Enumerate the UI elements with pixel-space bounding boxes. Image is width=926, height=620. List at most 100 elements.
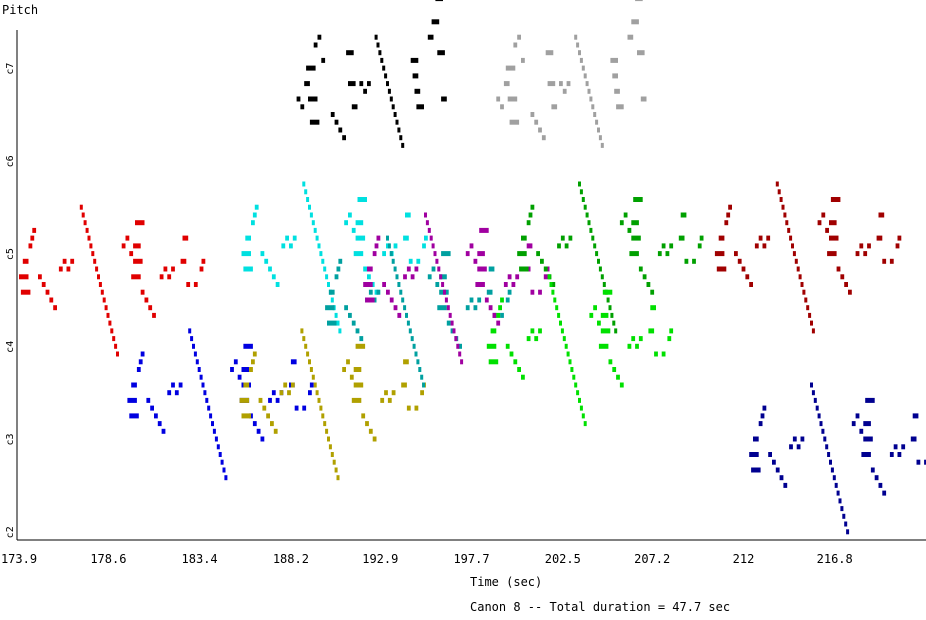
note-mark xyxy=(521,235,527,241)
note-mark xyxy=(503,81,510,87)
note-mark xyxy=(249,367,253,372)
x-tick-label: 197.7 xyxy=(453,552,489,566)
note-mark xyxy=(821,212,826,218)
note-mark xyxy=(357,197,367,202)
note-mark xyxy=(233,359,238,365)
note-marks xyxy=(19,0,926,535)
note-mark xyxy=(654,351,658,357)
note-mark xyxy=(422,243,426,249)
note-mark xyxy=(836,266,841,272)
note-mark xyxy=(133,243,141,249)
note-mark xyxy=(517,34,521,40)
note-mark xyxy=(916,459,921,465)
note-mark xyxy=(783,482,788,488)
note-mark xyxy=(469,297,474,303)
note-mark xyxy=(190,336,194,342)
note-mark xyxy=(197,367,201,372)
note-mark xyxy=(222,467,226,473)
note-mark xyxy=(19,274,29,280)
note-mark xyxy=(317,397,321,403)
note-mark xyxy=(275,397,280,403)
note-mark xyxy=(367,274,371,280)
note-mark xyxy=(38,274,42,280)
note-mark xyxy=(808,312,812,318)
note-mark xyxy=(505,297,510,303)
note-mark xyxy=(477,297,482,303)
note-mark xyxy=(526,336,531,342)
note-mark xyxy=(275,282,280,287)
note-mark xyxy=(112,336,116,342)
note-mark xyxy=(211,421,214,427)
note-mark xyxy=(635,0,643,2)
note-mark xyxy=(538,328,542,334)
note-mark xyxy=(363,88,367,94)
note-mark xyxy=(427,34,434,40)
note-mark xyxy=(391,258,395,264)
note-mark xyxy=(148,305,153,311)
note-mark xyxy=(490,328,497,334)
note-mark xyxy=(840,506,844,512)
note-mark xyxy=(602,289,613,295)
note-mark xyxy=(294,405,299,411)
y-axis-label: Pitch xyxy=(2,3,38,17)
note-mark xyxy=(699,235,704,241)
note-mark xyxy=(376,289,381,295)
note-mark xyxy=(637,50,645,56)
note-mark xyxy=(844,282,848,287)
note-mark xyxy=(410,274,415,280)
note-mark xyxy=(387,88,391,94)
note-mark xyxy=(543,274,548,280)
note-mark xyxy=(367,266,373,272)
note-mark xyxy=(180,258,187,264)
note-mark xyxy=(579,405,583,411)
note-mark xyxy=(578,50,581,56)
note-mark xyxy=(336,475,340,481)
note-mark xyxy=(536,251,540,257)
note-mark xyxy=(680,212,687,218)
note-mark xyxy=(538,289,542,295)
note-mark xyxy=(768,452,772,457)
note-mark xyxy=(127,397,137,403)
note-mark xyxy=(777,189,781,195)
x-tick-label: 192.9 xyxy=(362,552,398,566)
note-mark xyxy=(129,413,139,419)
note-mark xyxy=(91,251,95,257)
note-mark xyxy=(150,405,154,411)
note-mark xyxy=(401,297,405,303)
note-mark xyxy=(346,359,350,365)
note-mark xyxy=(395,274,399,280)
note-mark xyxy=(433,251,437,257)
note-mark xyxy=(401,382,407,388)
note-mark xyxy=(435,282,440,287)
note-mark xyxy=(271,274,276,280)
note-mark xyxy=(669,243,674,249)
note-mark xyxy=(792,251,796,257)
x-tick-label: 212 xyxy=(733,552,755,566)
note-mark xyxy=(678,235,685,241)
note-mark xyxy=(498,305,502,311)
note-mark xyxy=(631,336,636,342)
note-mark xyxy=(614,88,620,94)
note-mark xyxy=(290,382,295,388)
note-mark xyxy=(300,328,304,334)
note-mark xyxy=(505,65,516,71)
note-mark xyxy=(602,282,606,287)
note-mark xyxy=(848,289,852,295)
note-mark xyxy=(283,382,288,388)
note-mark xyxy=(79,204,83,210)
note-mark xyxy=(237,374,242,380)
note-mark xyxy=(794,258,798,264)
note-mark xyxy=(368,428,373,434)
note-mark xyxy=(313,227,317,233)
note-mark xyxy=(334,467,338,473)
note-mark xyxy=(446,320,451,326)
note-mark xyxy=(846,529,850,535)
note-mark xyxy=(49,297,54,303)
x-tick-label: 183.4 xyxy=(182,552,218,566)
note-mark xyxy=(386,289,390,295)
note-mark xyxy=(562,336,566,342)
note-mark xyxy=(576,42,580,48)
note-mark xyxy=(638,336,643,342)
note-mark xyxy=(241,413,251,419)
